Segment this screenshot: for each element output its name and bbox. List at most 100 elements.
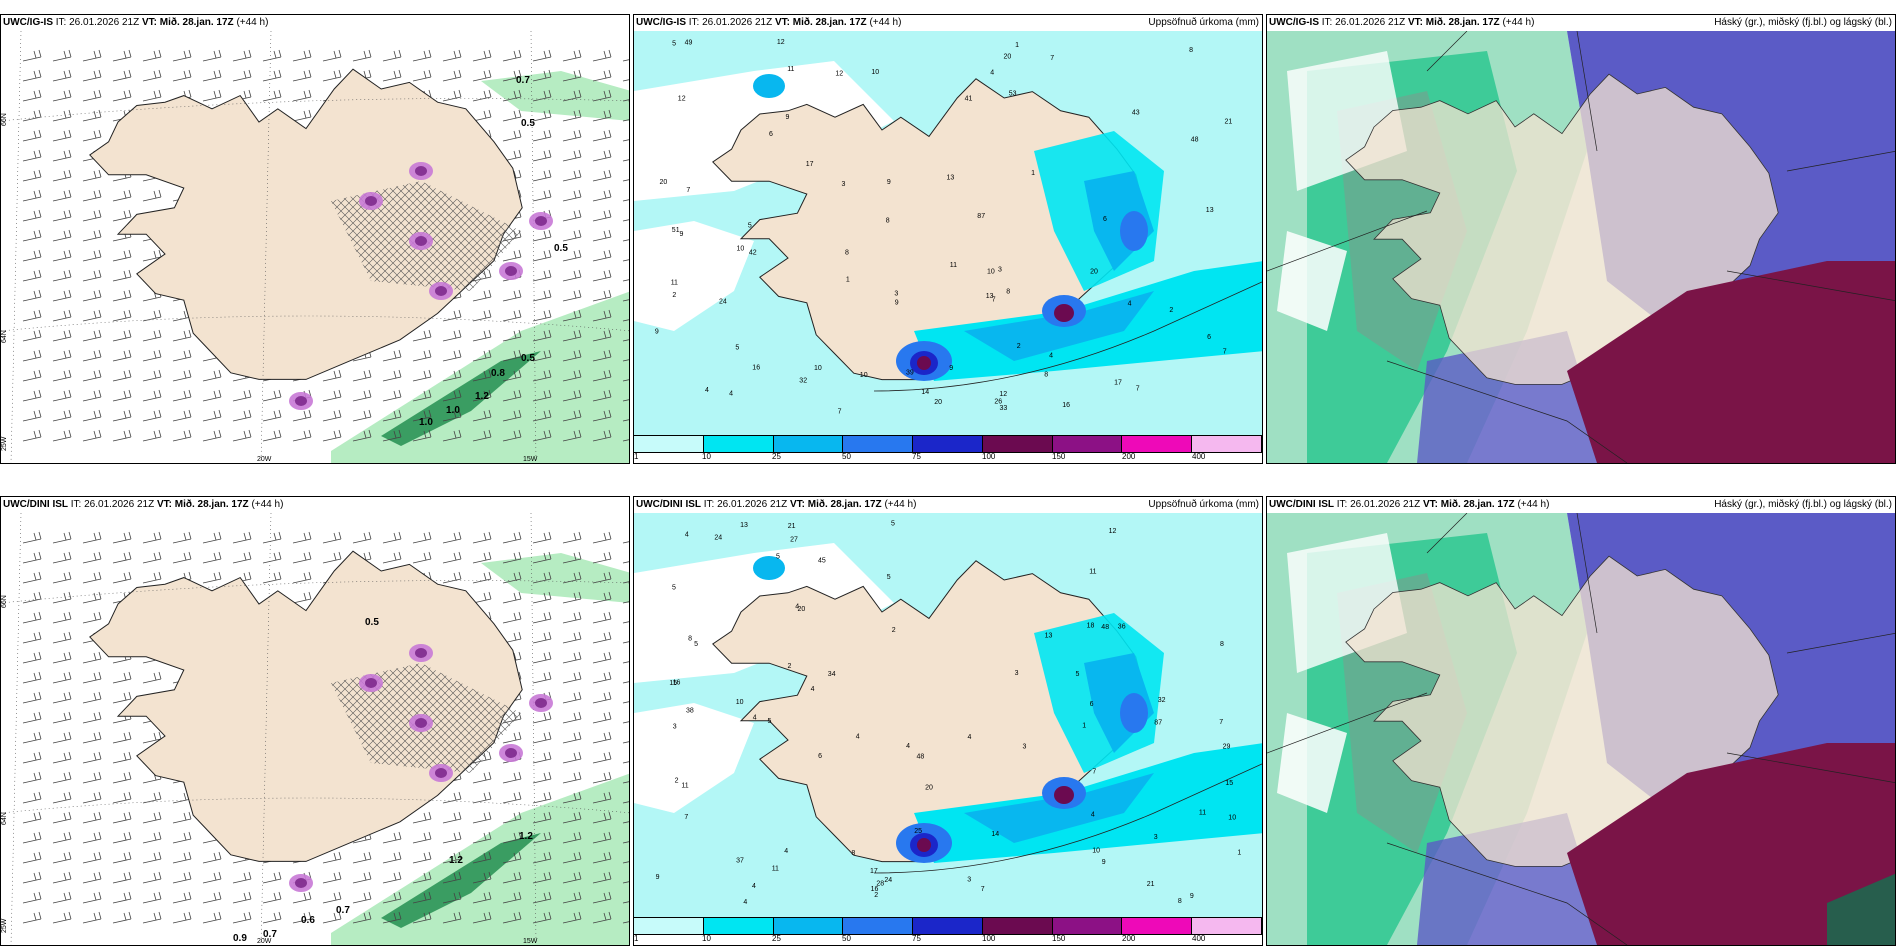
wind-barb <box>292 891 312 904</box>
wind-barb <box>622 781 629 784</box>
wind-barb <box>112 671 132 684</box>
wind-barb <box>112 891 132 904</box>
wind-barb <box>52 751 72 764</box>
wind-barb <box>472 89 492 102</box>
panel-clouds-dini: UWC/DINI ISL IT: 26.01.2026 21Z VT: Mið.… <box>1266 496 1896 946</box>
iceland-land <box>89 550 523 862</box>
wind-barb <box>22 209 42 222</box>
wind-barb <box>442 389 462 402</box>
wind-barb <box>352 429 372 442</box>
station-value: 11 <box>950 262 957 269</box>
wind-barb <box>472 571 492 584</box>
panel-title: UWC/DINI ISL IT: 26.01.2026 21Z VT: Mið.… <box>634 497 1262 513</box>
wind-barb <box>292 429 312 442</box>
wind-barb <box>322 531 342 544</box>
wind-barb <box>352 891 372 904</box>
station-value: 7 <box>838 409 842 416</box>
wind-barb <box>622 119 629 122</box>
wind-barb <box>52 731 72 744</box>
wind-barb <box>262 409 282 422</box>
panel-clouds-ig-is: UWC/IG-IS IT: 26.01.2026 21Z VT: Mið. 28… <box>1266 14 1896 464</box>
wind-barb <box>112 289 132 302</box>
station-value: 21 <box>1147 881 1155 888</box>
legend-swatch <box>773 436 844 452</box>
station-value: 3 <box>894 290 898 297</box>
station-value: 3 <box>967 877 971 884</box>
station-value: 9 <box>887 179 891 186</box>
wind-barb <box>22 691 42 704</box>
wind-barb <box>172 429 192 442</box>
wind-barb <box>592 249 612 262</box>
graticule-line <box>10 31 22 463</box>
wind-barb <box>472 289 492 302</box>
legend-swatch <box>1052 918 1123 934</box>
wind-barb <box>142 851 162 864</box>
wind-barb <box>472 911 492 924</box>
wind-barb <box>562 871 582 884</box>
wind-barb <box>82 711 102 724</box>
wind-barb <box>382 409 402 422</box>
wind-barb <box>202 891 222 904</box>
wind-barb <box>562 751 582 764</box>
wind-barb <box>412 389 432 402</box>
wind-barb <box>622 199 629 202</box>
wind-barb <box>52 711 72 724</box>
wind-barb <box>592 731 612 744</box>
precip-core <box>753 556 785 580</box>
wind-barb <box>592 691 612 704</box>
wind-barb <box>82 571 102 584</box>
wind-barb <box>202 389 222 402</box>
legend-label: 25 <box>772 934 781 943</box>
wind-barb <box>112 871 132 884</box>
wind-barb <box>52 831 72 844</box>
wind-barb <box>112 269 132 282</box>
wind-barb <box>502 531 522 544</box>
wind-barb <box>442 309 462 322</box>
wind-barb <box>412 531 432 544</box>
station-value: 9 <box>655 328 659 335</box>
wind-barb <box>22 49 42 62</box>
panel-title: UWC/IG-IS IT: 26.01.2026 21Z VT: Mið. 28… <box>634 15 1262 31</box>
wind-barb <box>82 389 102 402</box>
wind-barb <box>472 429 492 442</box>
clear-sky <box>1277 713 1347 813</box>
wind-barb <box>502 429 522 442</box>
wind-barb <box>622 921 629 924</box>
wind-barb <box>562 369 582 382</box>
wind-barb <box>52 691 72 704</box>
station-value: 6 <box>1207 334 1211 341</box>
legend-swatch <box>1052 436 1123 452</box>
lat-label: 25W <box>1 918 8 933</box>
value-label: 0.8 <box>491 368 505 379</box>
wind-barb <box>562 911 582 924</box>
station-value: 17 <box>870 868 878 875</box>
station-value: 20 <box>798 606 806 613</box>
station-value: 8 <box>1189 47 1193 54</box>
station-value: 5 <box>672 41 676 48</box>
wind-barb <box>532 591 552 604</box>
wind-barb <box>472 309 492 322</box>
wind-barb <box>82 329 102 342</box>
wind-barb <box>22 911 42 924</box>
convective-cell-core <box>415 648 427 658</box>
station-value: 16 <box>1062 402 1070 409</box>
wind-barb <box>142 731 162 744</box>
legend-swatch <box>634 436 704 452</box>
graticule-line <box>1426 513 1468 554</box>
wind-barb <box>202 571 222 584</box>
station-value: 26 <box>994 399 1002 406</box>
wind-barb <box>82 289 102 302</box>
wind-barb <box>562 389 582 402</box>
wind-barb <box>532 771 552 784</box>
wind-barb <box>322 891 342 904</box>
wind-barb <box>622 681 629 684</box>
wind-barb <box>52 911 72 924</box>
convective-cell-core <box>535 698 547 708</box>
wind-barb <box>142 911 162 924</box>
wind-barb <box>622 179 629 182</box>
wind-barb <box>562 631 582 644</box>
station-value: 5 <box>735 345 739 352</box>
station-value: 7 <box>1050 55 1054 62</box>
station-value: 10 <box>1228 814 1236 821</box>
wind-barb <box>532 69 552 82</box>
